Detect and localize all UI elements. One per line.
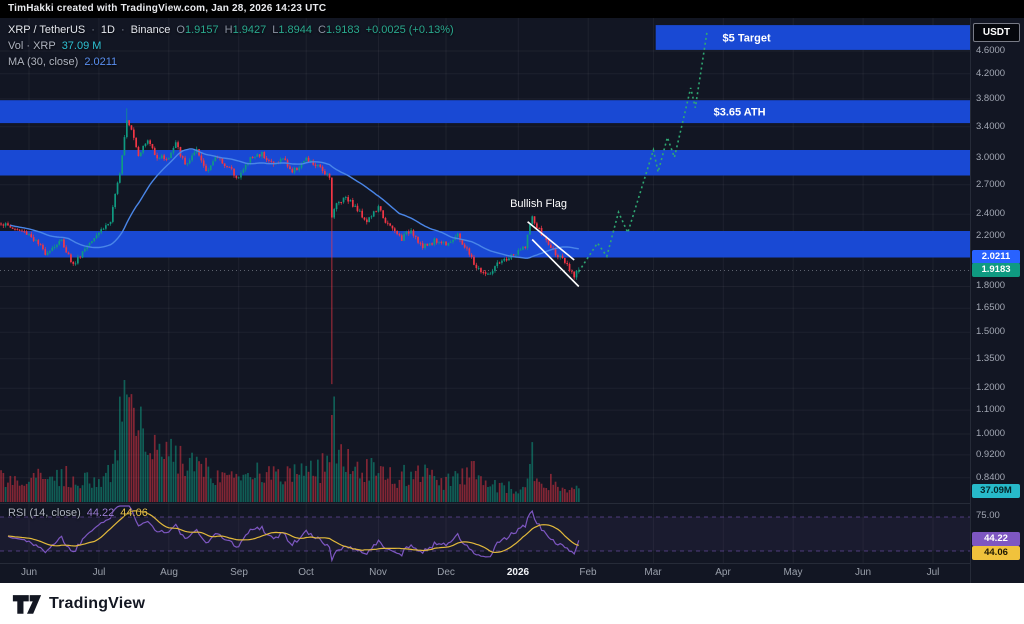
time-label: Nov — [369, 567, 387, 578]
footer-bar: TradingView — [0, 583, 1024, 624]
attribution-bar: TimHakki created with TradingView.com, J… — [0, 0, 1024, 18]
price-tick: 2.2000 — [976, 230, 1006, 241]
target-label: $5 Target — [723, 33, 771, 45]
ma-value: 2.0211 — [84, 56, 118, 68]
rsi-value-badge: 44.22 — [972, 532, 1020, 546]
exchange-label[interactable]: Binance — [130, 24, 171, 36]
ma-value-badge: 2.0211 — [972, 250, 1020, 264]
price-tick: 2.7000 — [976, 179, 1006, 190]
open-value: O 1.9157 — [176, 24, 219, 36]
ma-legend: MA (30, close) 2.0211 — [8, 56, 117, 68]
time-label: Jul — [926, 567, 940, 578]
price-zone — [0, 150, 970, 176]
price-tick: 4.2000 — [976, 68, 1006, 79]
price-tick: 4.6000 — [976, 45, 1006, 56]
volume-value: 37.09 M — [61, 40, 102, 52]
attribution-text: TimHakki created with TradingView.com, J… — [8, 3, 327, 14]
supply-demand-zones: $3.65 ATH — [0, 100, 970, 258]
candlestick-series — [0, 108, 580, 385]
volume-badge: 37.09M — [972, 484, 1020, 498]
rsi-line — [7, 505, 580, 563]
rsi-pane — [0, 505, 970, 563]
volume-series — [0, 380, 580, 502]
projection-path — [578, 31, 708, 273]
grid-lines — [0, 18, 970, 563]
legend-separator: · — [91, 24, 95, 36]
rsi-label[interactable]: RSI (14, close) — [8, 507, 81, 519]
price-tick: 1.5000 — [976, 326, 1006, 337]
time-label: Apr — [715, 567, 731, 578]
target-box: $5 Target — [655, 25, 970, 50]
time-label: Jun — [20, 567, 38, 578]
close-value: C 1.9183 — [318, 24, 360, 36]
ma30-line — [10, 148, 579, 259]
chart-window: $3.65 ATH $5 Target Bullish Flag XRP / Tet… — [0, 18, 1024, 583]
time-label: Oct — [298, 567, 314, 578]
rsi-legend: RSI (14, close) 44.22 44.06 — [8, 507, 148, 519]
bull-flag-label: Bullish Flag — [510, 198, 567, 210]
time-label: 2026 — [506, 567, 530, 578]
rsi-ma-value-badge: 44.06 — [972, 546, 1020, 560]
high-value: H 1.9427 — [224, 24, 267, 36]
price-zone — [0, 231, 970, 258]
price-tick: 1.1000 — [976, 404, 1006, 415]
symbol-title[interactable]: XRP / TetherUS — [8, 24, 86, 36]
time-label: Mar — [644, 567, 662, 578]
rsi-value: 44.22 — [86, 507, 115, 519]
time-label: Dec — [437, 567, 455, 578]
price-tick: 2.4000 — [976, 208, 1006, 219]
tradingview-wordmark[interactable]: TradingView — [49, 594, 146, 612]
volume-legend: Vol · XRP 37.09 M — [8, 40, 101, 52]
time-label: Aug — [160, 567, 178, 578]
time-scale[interactable]: Jun Jul Aug Sep Oct Nov Dec 2026 Feb Mar Apr May Jun… — [0, 563, 970, 583]
price-tick: 1.3500 — [976, 353, 1006, 364]
time-label: Sep — [230, 567, 248, 578]
price-tick: 1.2000 — [976, 382, 1006, 393]
rsi-ma-value: 44.06 — [120, 507, 148, 519]
price-zone — [0, 100, 970, 124]
time-label: Jul — [92, 567, 106, 578]
price-scale[interactable]: USDT 4.6000 4.2000 3.8000 3.4000 3.0000 2.700… — [970, 18, 1024, 583]
time-label: Jun — [854, 567, 872, 578]
low-value: L 1.8944 — [272, 24, 313, 36]
price-tick: 0.9200 — [976, 449, 1006, 460]
price-tick: 1.6500 — [976, 302, 1006, 313]
rsi-ma-line — [7, 510, 579, 554]
bull-flag-drawing: Bullish Flag — [510, 198, 580, 288]
price-tick: 3.8000 — [976, 93, 1006, 104]
price-tick: 0.8400 — [976, 472, 1006, 483]
price-tick: 3.0000 — [976, 152, 1006, 163]
ath-label: $3.65 ATH — [714, 107, 766, 119]
ma-label[interactable]: MA (30, close) — [8, 56, 79, 68]
volume-label[interactable]: Vol · XRP — [8, 40, 56, 52]
price-tick: 1.8000 — [976, 280, 1006, 291]
time-label: Feb — [579, 567, 597, 578]
legend-separator: · — [120, 24, 125, 36]
currency-toggle-button[interactable]: USDT — [973, 23, 1020, 42]
last-price-badge: 1.9183 — [972, 263, 1020, 277]
time-label: May — [783, 567, 803, 578]
interval-label[interactable]: 1D — [100, 24, 115, 36]
price-tick: 1.0000 — [976, 428, 1006, 439]
rsi-tick: 75.00 — [976, 510, 1000, 521]
price-tick: 3.4000 — [976, 121, 1006, 132]
tradingview-logo-icon[interactable] — [12, 593, 42, 615]
change-value: +0.0025 (+0.13%) — [365, 24, 454, 36]
price-chart-canvas[interactable]: $3.65 ATH $5 Target Bullish Flag — [0, 18, 970, 563]
